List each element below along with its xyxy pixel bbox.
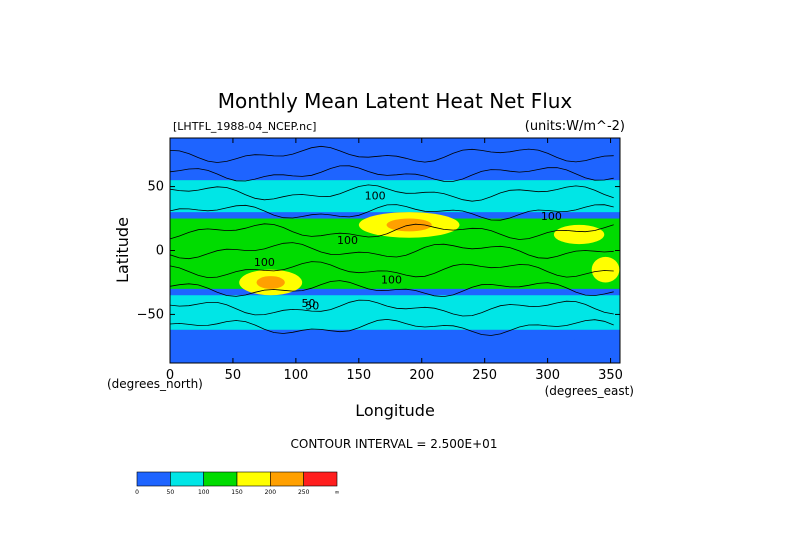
contour-line: [170, 165, 614, 182]
contour-label: 100: [365, 189, 386, 202]
contour-line: [170, 318, 614, 336]
contour-line: [170, 261, 614, 279]
flux-peak: [256, 276, 285, 289]
colorbar-swatch: [270, 471, 304, 487]
colorbar-tick-label: 150: [231, 489, 243, 496]
contour-line: [170, 184, 614, 202]
colorbar-swatch: [203, 471, 238, 487]
contour-label: 100: [381, 274, 402, 287]
y-unit-label: (degrees_north): [107, 377, 203, 391]
x-axis-label: Longitude: [355, 401, 435, 420]
x-tick-label: 350: [598, 368, 623, 383]
contour-label: 50: [301, 297, 315, 310]
colorbar-tick-label: 200: [265, 489, 277, 496]
x-tick-label: 250: [472, 368, 497, 383]
x-tick-label: 200: [409, 368, 434, 383]
colorbar-tick-label: 100: [198, 489, 210, 496]
colorbar-swatch: [170, 471, 204, 487]
flux-band: [170, 180, 620, 213]
flux-peak: [599, 263, 612, 277]
colorbar-tick-label: 0: [135, 489, 139, 496]
units-label: (units:W/m^-2): [525, 119, 625, 134]
x-tick-label: 150: [346, 368, 371, 383]
contour-line: [170, 299, 614, 317]
contour-label: 100: [254, 256, 275, 269]
colorbar-tick-label: 50: [167, 489, 175, 496]
chart-title: Monthly Mean Latent Heat Net Flux: [218, 89, 573, 113]
colorbar-tick-label: ∞: [335, 489, 340, 496]
x-tick-label: 50: [225, 368, 242, 383]
contour-interval-text: CONTOUR INTERVAL = 2.500E+01: [291, 437, 498, 451]
x-tick-label: 300: [535, 368, 560, 383]
contour-label: 50: [305, 299, 319, 312]
contour-line: [170, 280, 614, 298]
y-axis-label: Latitude: [113, 217, 132, 283]
y-tick-label: 0: [156, 244, 164, 259]
y-tick-label: −50: [137, 307, 164, 322]
colorbar: 0 50 100 150 200 250 ∞: [135, 471, 340, 496]
flux-peak: [567, 229, 591, 240]
flux-region-antarctic: [170, 333, 620, 363]
contour-line: [170, 223, 614, 240]
colorbar-swatch: [136, 471, 171, 487]
x-tick-label: 100: [283, 368, 308, 383]
colorbar-tick-label: 250: [298, 489, 310, 496]
y-tick-label: 50: [147, 180, 164, 195]
flux-band: [170, 295, 620, 330]
contour-line: [170, 242, 614, 260]
colorbar-swatch: [236, 471, 271, 487]
contour-line: [170, 204, 614, 221]
x-unit-label: (degrees_east): [545, 384, 634, 398]
x-tick-label: 0: [166, 368, 174, 383]
contour-label: 100: [337, 234, 358, 247]
colorbar-swatch: [303, 471, 338, 487]
contour-label: 100: [541, 210, 562, 223]
file-label: [LHTFL_1988-04_NCEP.nc]: [173, 120, 316, 133]
contour-line: [170, 145, 614, 163]
